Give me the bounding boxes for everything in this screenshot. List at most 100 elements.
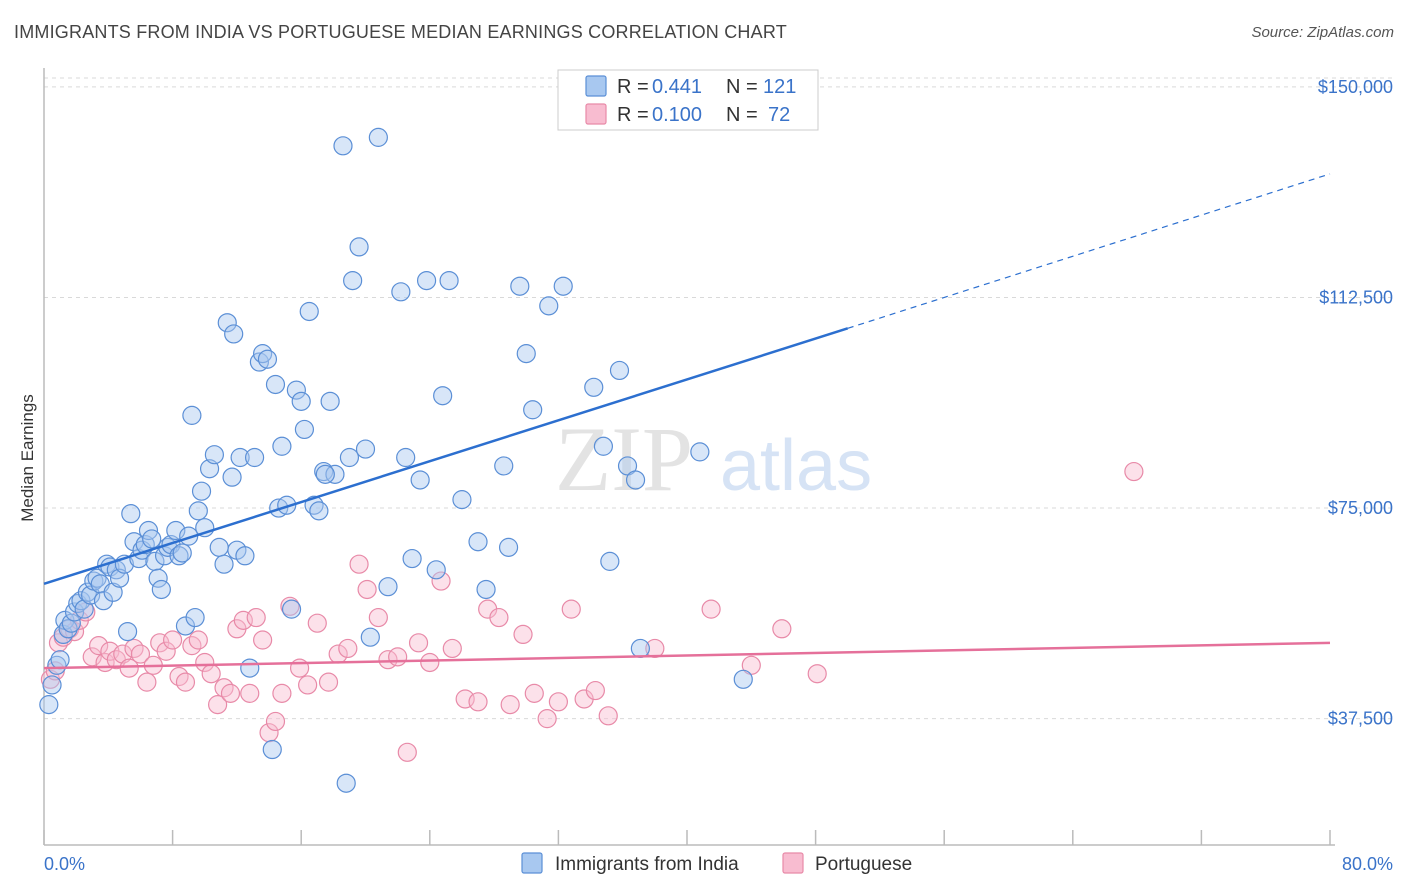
india-point-111 xyxy=(733,669,753,689)
portuguese-point-55 xyxy=(442,638,462,659)
india-trend-line xyxy=(43,327,849,586)
india-point-67 xyxy=(281,599,302,619)
india-point-86 xyxy=(396,447,416,468)
india-point-102 xyxy=(553,276,573,296)
portuguese-point-27 xyxy=(201,664,221,684)
india-point-56 xyxy=(235,546,255,566)
india-point-112 xyxy=(336,773,356,793)
india-point-108 xyxy=(625,470,646,490)
india-point-76 xyxy=(325,464,345,484)
legend: R = 0.441 N = 121 R = 0.100 N = 72 xyxy=(557,69,819,131)
portuguese-point-41 xyxy=(298,675,318,695)
india-point-46 xyxy=(191,481,212,501)
india-point-53 xyxy=(222,467,242,487)
portuguese-point-54 xyxy=(431,571,451,591)
portuguese-point-23 xyxy=(175,672,196,692)
portuguese-point-33 xyxy=(240,683,260,703)
portuguese-point-43 xyxy=(318,672,339,692)
india-point-81 xyxy=(355,439,376,459)
india-point-2 xyxy=(47,655,67,675)
india-point-85 xyxy=(391,282,411,302)
legend-swatch-portuguese xyxy=(585,103,607,125)
india-point-103 xyxy=(584,377,604,397)
india-point-83 xyxy=(368,127,388,147)
india-point-110 xyxy=(690,442,710,462)
india-point-62 xyxy=(262,739,282,760)
portuguese-point-25 xyxy=(188,630,208,650)
portuguese-point-45 xyxy=(338,638,358,659)
india-point-87 xyxy=(402,548,422,569)
portuguese-point-37 xyxy=(265,711,286,732)
india-point-88 xyxy=(410,470,430,490)
india-point-78 xyxy=(339,447,360,468)
india-point-20 xyxy=(103,582,123,602)
india-point-44 xyxy=(185,607,205,628)
legend-r-label-portuguese: R = xyxy=(617,104,649,126)
bottom-legend-label-portuguese: Portuguese xyxy=(815,854,912,875)
india-point-34 xyxy=(151,579,171,600)
portuguese-point-63 xyxy=(537,709,557,729)
india-point-15 xyxy=(87,568,107,588)
portuguese-point-62 xyxy=(524,683,544,703)
india-point-71 xyxy=(299,301,319,322)
portuguese-point-72 xyxy=(772,619,792,639)
portuguese-point-67 xyxy=(585,680,605,701)
india-point-77 xyxy=(333,136,353,156)
india-point-89 xyxy=(416,270,437,291)
india-point-82 xyxy=(360,627,380,647)
india-point-49 xyxy=(204,445,224,465)
india-point-84 xyxy=(378,577,398,597)
portuguese-point-30 xyxy=(220,683,241,703)
india-point-94 xyxy=(468,532,488,552)
legend-n-value-portuguese: 72 xyxy=(768,104,790,126)
x-axis-ticks: 0.0% 80.0% xyxy=(44,854,1393,874)
india-point-104 xyxy=(593,436,614,456)
india-point-39 xyxy=(169,546,189,566)
india-point-90 xyxy=(426,560,446,580)
india-point-70 xyxy=(294,419,315,440)
y-tick-label-2: $112,500 xyxy=(1319,287,1393,307)
india-point-65 xyxy=(272,436,292,456)
india-point-91 xyxy=(433,386,453,406)
series-portuguese-points xyxy=(40,461,1144,762)
india-point-0 xyxy=(39,695,59,715)
x-tick-label-1: 80.0% xyxy=(1342,854,1393,874)
india-point-69 xyxy=(291,391,311,411)
india-point-109 xyxy=(630,638,650,659)
portuguese-point-51 xyxy=(397,742,417,762)
india-point-79 xyxy=(343,270,363,291)
india-point-95 xyxy=(476,579,496,600)
india-point-92 xyxy=(439,270,459,291)
india-point-113 xyxy=(315,464,335,484)
india-point-33 xyxy=(148,568,168,588)
y-tick-label-0: $37,500 xyxy=(1328,709,1393,729)
india-point-106 xyxy=(609,360,630,381)
bottom-legend: Immigrants from India Portuguese xyxy=(521,852,912,875)
portuguese-point-34 xyxy=(246,607,266,628)
india-point-73 xyxy=(309,501,329,521)
x-tick-label-0: 0.0% xyxy=(44,854,85,874)
portuguese-point-48 xyxy=(368,607,388,628)
india-point-68 xyxy=(286,380,306,400)
india-point-105 xyxy=(600,551,620,571)
legend-r-label-india: R = xyxy=(617,76,649,98)
india-point-25 xyxy=(121,504,141,524)
portuguese-point-64 xyxy=(548,692,569,712)
portuguese-point-47 xyxy=(357,579,377,600)
legend-n-label-portuguese: N = xyxy=(726,104,758,126)
india-point-45 xyxy=(188,501,208,521)
india-point-24 xyxy=(117,621,138,642)
series-india-points xyxy=(39,127,753,793)
y-tick-label-1: $75,000 xyxy=(1328,498,1393,518)
bottom-legend-swatch-india xyxy=(521,852,543,874)
legend-n-value-india: 121 xyxy=(763,76,796,98)
y-tick-label-3: $150,000 xyxy=(1318,77,1393,97)
india-point-61 xyxy=(257,349,278,369)
trend-lines xyxy=(43,173,1331,670)
chart-title: IMMIGRANTS FROM INDIA VS PORTUGUESE MEDI… xyxy=(14,22,787,42)
portuguese-point-9 xyxy=(89,636,109,656)
portuguese-point-74 xyxy=(1124,461,1144,482)
india-point-101 xyxy=(539,296,559,316)
portuguese-point-57 xyxy=(468,692,488,712)
